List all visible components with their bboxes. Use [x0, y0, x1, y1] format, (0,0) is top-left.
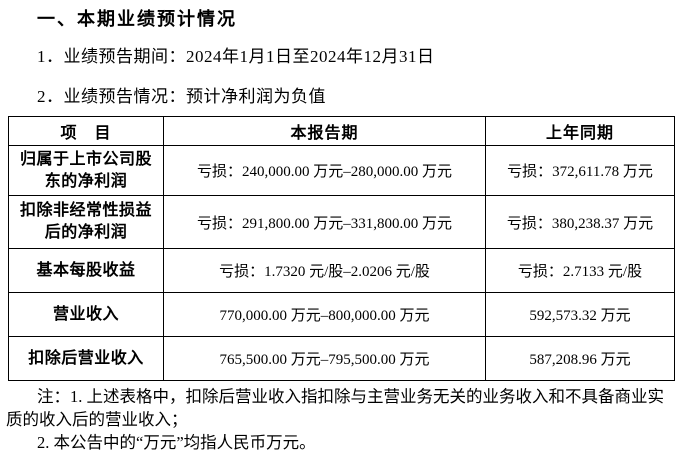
row-label-net-profit: 归属于上市公司股东的净利润: [8, 145, 164, 196]
table-row: 基本每股收益 亏损：1.7320 元/股–2.0206 元/股 亏损：2.713…: [8, 248, 675, 293]
row-label-eps: 基本每股收益: [8, 248, 164, 293]
cell-net-profit-excl-current: 亏损：291,800.00 万元–331,800.00 万元: [163, 195, 486, 249]
table-row: 扣除非经常性损益后的净利润 亏损：291,800.00 万元–331,800.0…: [8, 195, 675, 249]
forecast-situation-line: 2．业绩预告情况：预计净利润为负值: [37, 87, 326, 106]
cell-revenue-current: 770,000.00 万元–800,000.00 万元: [163, 292, 486, 337]
table-row: 营业收入 770,000.00 万元–800,000.00 万元 592,573…: [8, 292, 675, 337]
cell-revenue-prior: 592,573.32 万元: [485, 292, 675, 337]
note-line-2: 2. 本公告中的“万元”均指人民币万元。: [37, 433, 316, 452]
col-header-current-period: 本报告期: [163, 116, 486, 146]
cell-revenue-after-deduction-prior: 587,208.96 万元: [485, 336, 675, 381]
cell-revenue-after-deduction-current: 765,500.00 万元–795,500.00 万元: [163, 336, 486, 381]
table-header-row: 项 目 本报告期 上年同期: [8, 116, 675, 146]
row-label-revenue-after-deduction: 扣除后营业收入: [8, 336, 164, 381]
cell-eps-prior: 亏损：2.7133 元/股: [485, 248, 675, 293]
section-title: 一、本期业绩预计情况: [37, 9, 237, 29]
cell-net-profit-current: 亏损：240,000.00 万元–280,000.00 万元: [163, 145, 486, 196]
note-line-1: 注：1. 上述表格中，扣除后营业收入指扣除与主营业务无关的业务收入和不具备商业实…: [6, 387, 664, 429]
cell-net-profit-excl-prior: 亏损：380,238.37 万元: [485, 195, 675, 249]
col-header-item: 项 目: [8, 116, 164, 146]
performance-forecast-table: 项 目 本报告期 上年同期 归属于上市公司股东的净利润 亏损：240,000.0…: [8, 116, 675, 381]
table-row: 归属于上市公司股东的净利润 亏损：240,000.00 万元–280,000.0…: [8, 145, 675, 196]
cell-net-profit-prior: 亏损：372,611.78 万元: [485, 145, 675, 196]
cell-eps-current: 亏损：1.7320 元/股–2.0206 元/股: [163, 248, 486, 293]
row-label-revenue: 营业收入: [8, 292, 164, 337]
col-header-prior-period: 上年同期: [485, 116, 675, 146]
table-row: 扣除后营业收入 765,500.00 万元–795,500.00 万元 587,…: [8, 336, 675, 381]
forecast-period-line: 1．业绩预告期间：2024年1月1日至2024年12月31日: [37, 47, 435, 66]
row-label-net-profit-excl: 扣除非经常性损益后的净利润: [8, 195, 164, 249]
